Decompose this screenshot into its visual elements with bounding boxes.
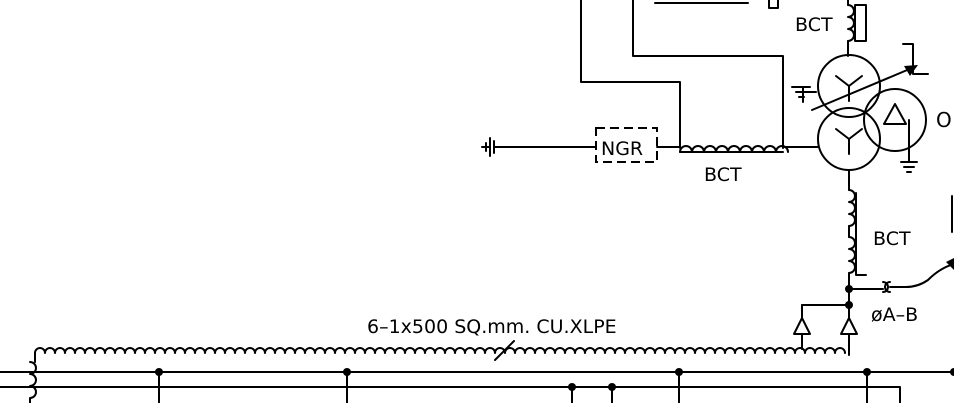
surge-arrester-icon [793, 304, 811, 350]
cut-edge-label: O [936, 108, 952, 132]
current-transformer-icon [848, 189, 867, 290]
current-transformer-icon [847, 0, 867, 57]
transformer-icon [791, 43, 929, 173]
bct-top-label: BCT [795, 14, 833, 36]
bct-lower-label: BCT [873, 228, 911, 250]
cable-run [34, 340, 850, 363]
bct-neutral-label: BCT [704, 164, 742, 186]
ngr-label: NGR [601, 138, 643, 160]
bus-bars [0, 361, 954, 403]
surge-arrester-icon [840, 304, 858, 350]
ground-icon [481, 137, 495, 157]
control-wiring [580, 0, 784, 149]
cable-label: 6–1x500 SQ.mm. CU.XLPE [367, 316, 617, 338]
resistor-icon [595, 127, 658, 163]
phase-label: øA–B [871, 304, 918, 326]
current-transformer-icon [679, 145, 789, 153]
current-transformer-icon [882, 258, 954, 293]
